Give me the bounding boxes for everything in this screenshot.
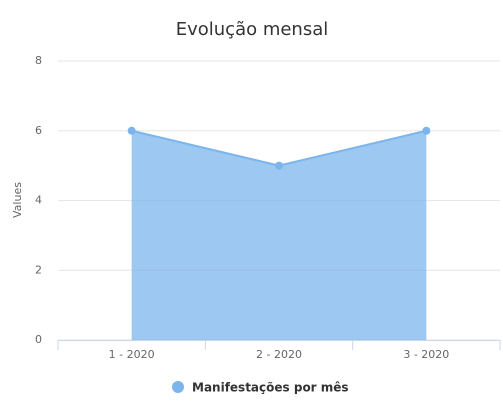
- point: [422, 126, 431, 135]
- chart-title: Evolução mensal: [176, 19, 329, 40]
- y-tick-label: 8: [35, 54, 42, 67]
- area-fill: [131, 130, 427, 340]
- x-tick-label: 1 - 2020: [109, 348, 155, 361]
- y-tick-label: 6: [35, 124, 42, 137]
- y-tick-label: 0: [35, 333, 42, 346]
- legend-marker: [172, 381, 184, 393]
- x-tick-label: 2 - 2020: [256, 348, 302, 361]
- y-tick-label: 2: [35, 263, 42, 276]
- point: [275, 161, 283, 170]
- point: [127, 126, 136, 135]
- legend-label: Manifestações por mês: [192, 381, 349, 395]
- y-tick-label: 4: [35, 194, 42, 207]
- x-tick-label: 3 - 2020: [403, 348, 449, 361]
- y-axis-title: Values: [11, 182, 24, 218]
